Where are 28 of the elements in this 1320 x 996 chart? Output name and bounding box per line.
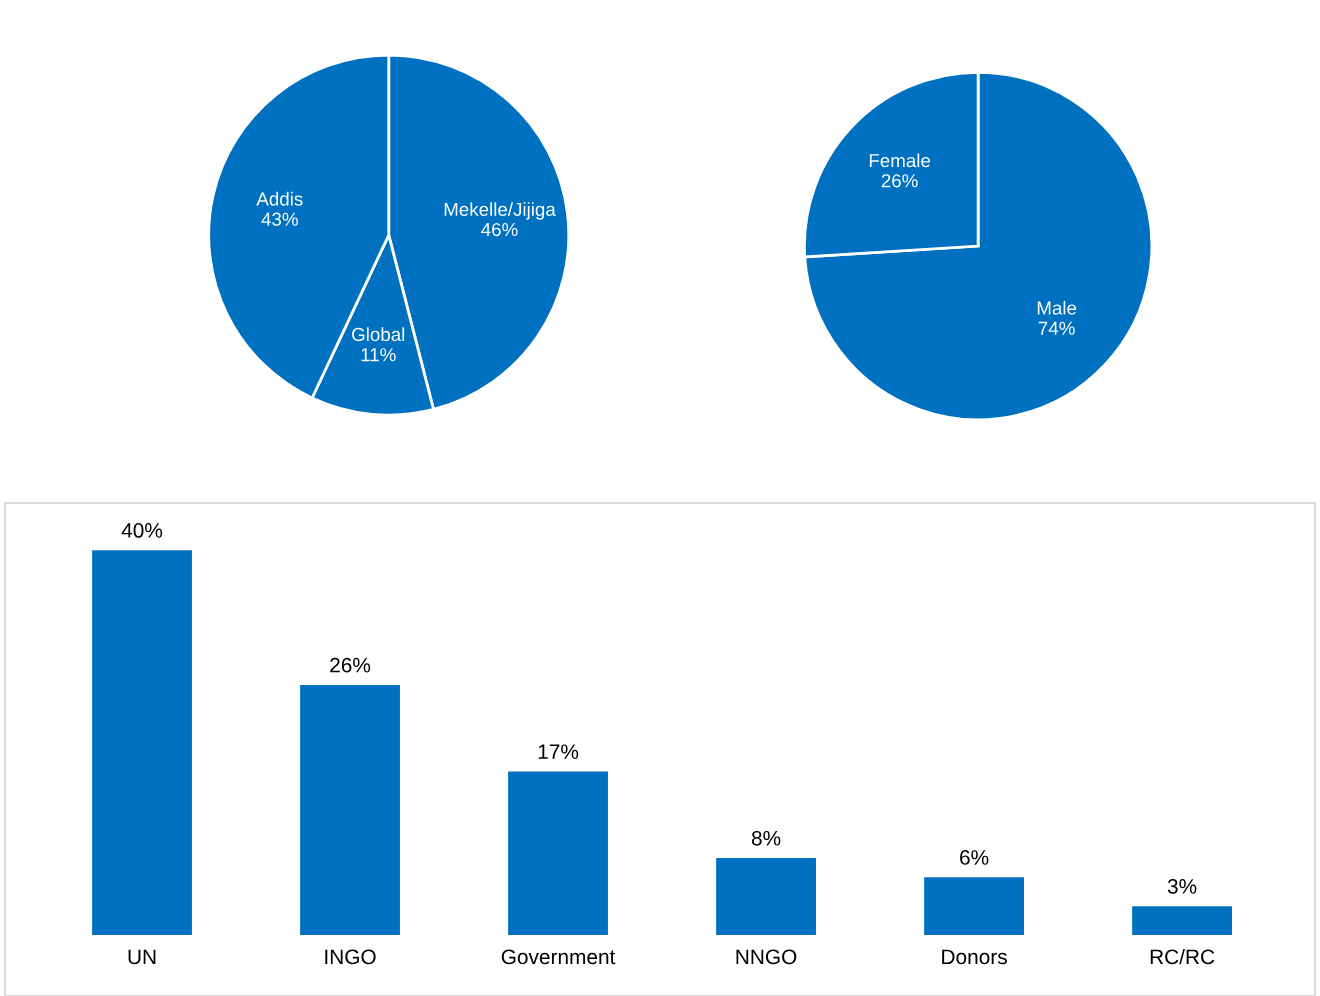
slice-label: Male bbox=[1037, 300, 1077, 315]
data-label: 46% bbox=[481, 222, 518, 237]
x-tick-label: UN bbox=[128, 949, 156, 965]
data-label: 74% bbox=[1038, 321, 1075, 335]
slice-label: Mekelle/Jijiga bbox=[444, 202, 556, 220]
x-tick-label: RC/RC bbox=[1150, 948, 1215, 965]
data-label: 11% bbox=[361, 348, 396, 362]
bar bbox=[924, 877, 1024, 936]
slice-label: Addis bbox=[256, 191, 303, 206]
bar bbox=[300, 684, 400, 936]
data-label: 17% bbox=[538, 744, 579, 759]
x-tick-label: INGO bbox=[325, 949, 376, 965]
data-label: 3% bbox=[1167, 878, 1197, 894]
slice-label: Global bbox=[352, 327, 405, 342]
x-tick-label: NNGO bbox=[736, 949, 797, 965]
bar bbox=[1132, 906, 1232, 936]
data-label: 26% bbox=[330, 657, 371, 673]
slice-label: Female bbox=[869, 153, 931, 168]
bar bbox=[716, 858, 816, 936]
data-label: 26% bbox=[881, 174, 918, 188]
data-label: 8% bbox=[751, 830, 781, 846]
bar bbox=[92, 550, 192, 936]
bar bbox=[508, 771, 608, 936]
x-tick-label: Donors bbox=[942, 949, 1007, 965]
data-label: 40% bbox=[121, 523, 163, 538]
data-label: 6% bbox=[960, 850, 989, 865]
x-tick-label: Government bbox=[501, 949, 616, 965]
data-label: 43% bbox=[261, 212, 298, 226]
